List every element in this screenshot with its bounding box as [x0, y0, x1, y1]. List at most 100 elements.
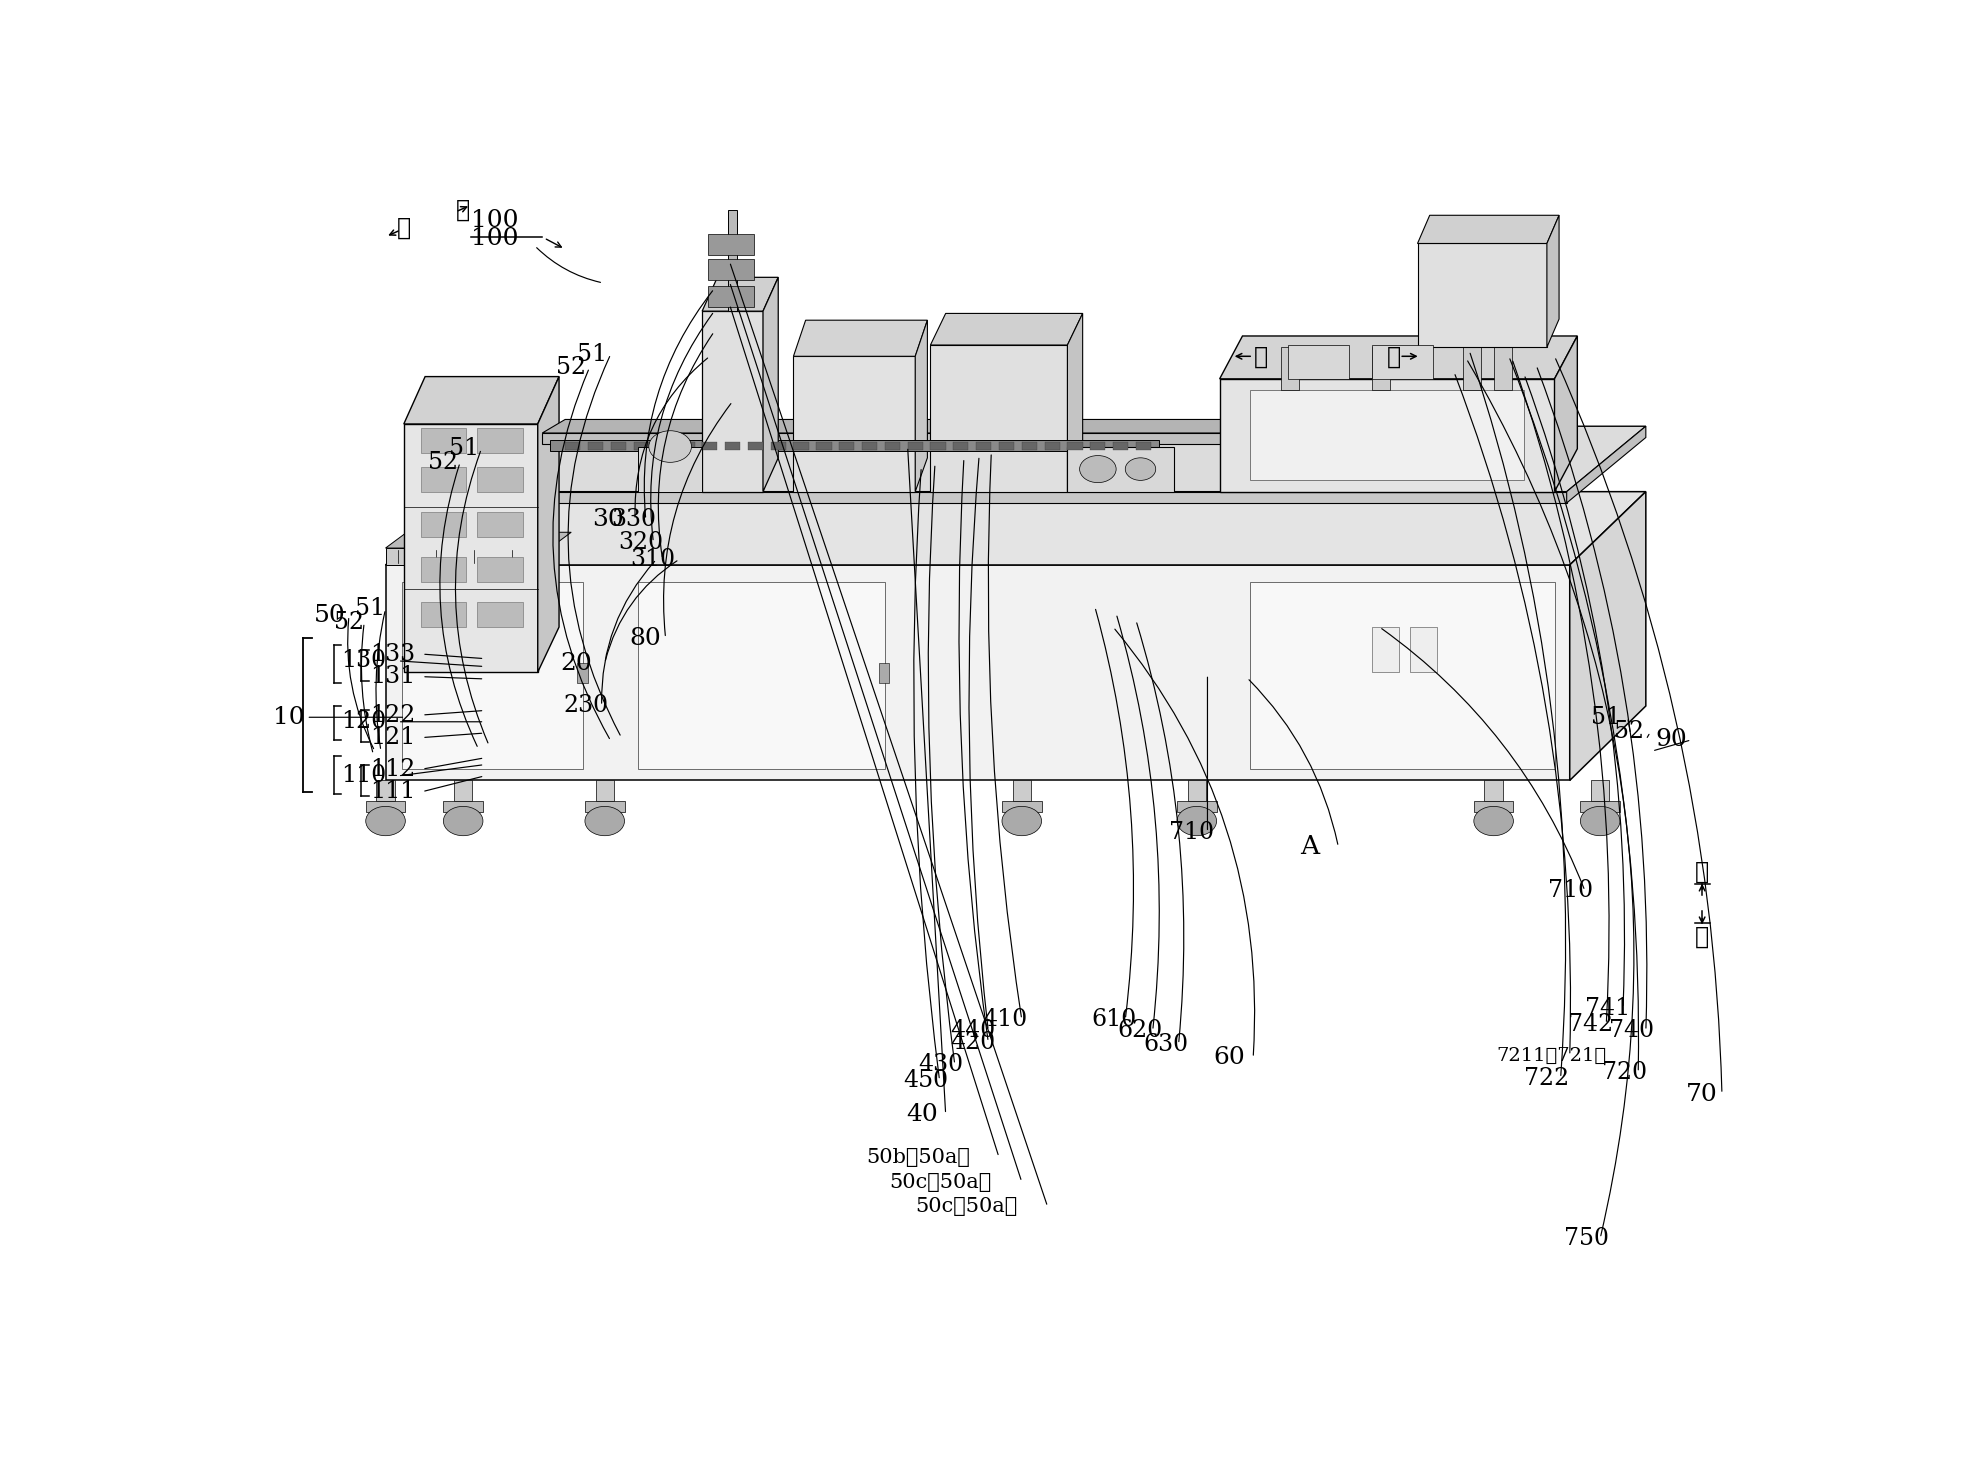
Polygon shape	[793, 356, 915, 492]
Text: 52: 52	[556, 356, 585, 379]
Bar	[595, 781, 615, 801]
Text: 410: 410	[982, 1008, 1027, 1031]
Polygon shape	[1176, 801, 1216, 812]
Polygon shape	[931, 314, 1082, 344]
Text: 722: 722	[1524, 1067, 1569, 1090]
Text: 52: 52	[1614, 721, 1644, 743]
Text: 下: 下	[1695, 924, 1709, 949]
Text: 122: 122	[371, 703, 416, 727]
Text: 50b（50a）: 50b（50a）	[866, 1147, 970, 1166]
Bar	[1485, 781, 1502, 801]
Bar	[839, 442, 854, 450]
Text: 51: 51	[577, 343, 607, 366]
Bar	[420, 602, 465, 627]
Text: 7211（721）: 7211（721）	[1497, 1046, 1607, 1065]
Text: 70: 70	[1685, 1083, 1717, 1106]
Text: 10: 10	[273, 706, 304, 728]
Bar	[1114, 442, 1127, 450]
Bar	[884, 442, 900, 450]
Bar	[878, 664, 890, 683]
Bar	[1135, 442, 1151, 450]
Bar	[634, 442, 648, 450]
Polygon shape	[1220, 379, 1555, 492]
Bar	[611, 442, 627, 450]
Bar	[1281, 347, 1298, 390]
Text: 右: 右	[1387, 344, 1400, 368]
Bar	[1591, 781, 1609, 801]
Text: 420: 420	[951, 1031, 996, 1053]
Polygon shape	[703, 311, 762, 492]
Polygon shape	[403, 582, 583, 769]
Text: 320: 320	[619, 530, 664, 554]
Bar	[862, 442, 878, 450]
Polygon shape	[1251, 390, 1524, 481]
Bar	[420, 467, 465, 492]
Circle shape	[585, 806, 625, 835]
Polygon shape	[542, 419, 1257, 434]
Polygon shape	[385, 492, 1646, 565]
Bar	[1013, 781, 1031, 801]
Polygon shape	[1555, 335, 1577, 492]
Polygon shape	[1068, 447, 1174, 492]
Text: 720: 720	[1603, 1061, 1648, 1084]
Text: 51: 51	[1591, 706, 1620, 728]
Text: 80: 80	[628, 627, 660, 650]
Circle shape	[1473, 806, 1514, 835]
Polygon shape	[405, 377, 560, 423]
Bar	[931, 442, 945, 450]
Polygon shape	[385, 548, 550, 565]
Text: 741: 741	[1585, 996, 1630, 1020]
Text: 740: 740	[1609, 1020, 1654, 1043]
Circle shape	[1080, 456, 1116, 482]
Bar	[566, 442, 581, 450]
Bar	[1288, 344, 1349, 379]
Bar	[1371, 627, 1398, 672]
Circle shape	[1176, 806, 1216, 835]
Bar	[420, 428, 465, 453]
Text: 310: 310	[630, 548, 676, 571]
Bar	[770, 442, 786, 450]
Text: 750: 750	[1563, 1226, 1609, 1250]
Polygon shape	[1068, 314, 1082, 492]
Bar	[577, 664, 587, 683]
Text: 50c（50a）: 50c（50a）	[890, 1172, 992, 1191]
Polygon shape	[931, 344, 1068, 492]
Bar	[420, 557, 465, 582]
Text: 430: 430	[919, 1053, 964, 1077]
Text: A: A	[1300, 835, 1320, 860]
Bar	[477, 557, 522, 582]
Text: 133: 133	[371, 643, 416, 665]
Bar	[725, 442, 740, 450]
Polygon shape	[1473, 801, 1514, 812]
Bar	[817, 442, 831, 450]
Polygon shape	[1418, 243, 1548, 347]
Polygon shape	[1418, 215, 1559, 243]
Polygon shape	[1567, 426, 1646, 502]
Bar	[748, 442, 762, 450]
Circle shape	[1125, 457, 1155, 481]
Text: 51: 51	[355, 598, 385, 621]
Bar	[709, 259, 754, 280]
Bar	[1463, 347, 1481, 390]
Polygon shape	[385, 532, 572, 548]
Text: 52: 52	[334, 611, 363, 634]
Polygon shape	[1581, 801, 1620, 812]
Text: 前: 前	[456, 198, 469, 221]
Polygon shape	[464, 492, 1567, 502]
Text: 30: 30	[593, 508, 625, 532]
Text: 610: 610	[1092, 1008, 1137, 1031]
Polygon shape	[585, 801, 625, 812]
Text: 120: 120	[342, 711, 387, 734]
Polygon shape	[703, 277, 778, 311]
Circle shape	[1002, 806, 1041, 835]
Bar	[656, 442, 672, 450]
Text: 110: 110	[342, 765, 387, 787]
Text: 710: 710	[1548, 879, 1593, 902]
Text: 50: 50	[314, 604, 346, 627]
Bar	[1371, 344, 1432, 379]
Bar	[953, 442, 968, 450]
Text: 112: 112	[371, 757, 416, 781]
Bar	[709, 286, 754, 306]
Bar	[420, 511, 465, 536]
Bar	[1045, 442, 1061, 450]
